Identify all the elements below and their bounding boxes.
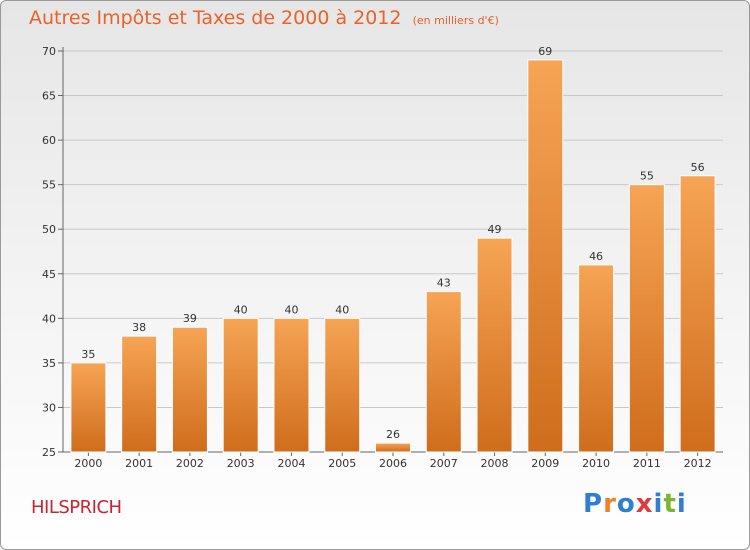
- commune-name: HILSPRICH: [31, 497, 122, 518]
- labels: 25 30 35 40 45 50 55 60 65 70 35 2000 38 2001 39 2002 40…: [42, 45, 712, 470]
- bar-2005: [324, 317, 361, 453]
- value-label-2011: 55: [640, 170, 654, 183]
- bar-2011: [628, 184, 665, 453]
- bar-2008: [476, 237, 513, 453]
- x-tick-label-2007: 2007: [430, 457, 458, 470]
- bar-2001: [121, 335, 158, 453]
- y-tick-label: 40: [42, 312, 56, 325]
- y-tick-label: 30: [42, 401, 56, 414]
- logo-letter: r: [603, 489, 617, 519]
- y-tick-label: 25: [42, 446, 56, 459]
- value-label-2012: 56: [691, 161, 705, 174]
- x-tick-label-2006: 2006: [379, 457, 407, 470]
- bar-2010: [578, 264, 615, 453]
- y-tick-label: 70: [42, 45, 56, 58]
- bar-2002: [171, 326, 208, 453]
- x-tick-label-2004: 2004: [277, 457, 305, 470]
- x-tick-label-2003: 2003: [227, 457, 255, 470]
- value-label-2008: 49: [488, 223, 502, 236]
- value-label-2003: 40: [234, 303, 248, 316]
- chart-title: Autres Impôts et Taxes de 2000 à 2012: [29, 7, 402, 29]
- bar-2000: [70, 362, 107, 453]
- y-tick-label: 55: [42, 179, 56, 192]
- bar-2009: [527, 59, 564, 453]
- value-label-2004: 40: [284, 303, 298, 316]
- value-label-2005: 40: [335, 303, 349, 316]
- x-tick-label-2009: 2009: [531, 457, 559, 470]
- x-tick-label-2011: 2011: [633, 457, 661, 470]
- x-tick-label-2005: 2005: [328, 457, 356, 470]
- value-label-2000: 35: [81, 348, 95, 361]
- logo-letter: i: [676, 489, 687, 519]
- y-tick-label: 60: [42, 134, 56, 147]
- x-tick-label-2001: 2001: [125, 457, 153, 470]
- logo-letter: P: [583, 489, 604, 519]
- y-tick-label: 50: [42, 223, 56, 236]
- y-tick-label: 35: [42, 357, 56, 370]
- x-tick-label-2012: 2012: [684, 457, 712, 470]
- x-tick-label-2000: 2000: [74, 457, 102, 470]
- bars: [70, 59, 716, 453]
- value-label-2002: 39: [183, 312, 197, 325]
- logo-letter: o: [616, 489, 636, 519]
- bar-2003: [222, 317, 259, 453]
- logo-letter: i: [653, 489, 664, 519]
- x-tick-label-2010: 2010: [582, 457, 610, 470]
- bar-2004: [273, 317, 310, 453]
- value-label-2009: 69: [538, 45, 552, 58]
- x-tick-label-2008: 2008: [481, 457, 509, 470]
- x-tick-label-2002: 2002: [176, 457, 204, 470]
- logo-letter: x: [635, 489, 654, 519]
- value-label-2001: 38: [132, 321, 146, 334]
- axes: [58, 47, 723, 456]
- logo-letter: t: [663, 489, 677, 519]
- y-tick-label: 65: [42, 90, 56, 103]
- value-label-2010: 46: [589, 250, 603, 263]
- chart-title-row: Autres Impôts et Taxes de 2000 à 2012 (e…: [29, 7, 499, 29]
- bar-2012: [679, 175, 716, 453]
- proxiti-logo: Proxiti: [583, 489, 687, 519]
- value-label-2007: 43: [437, 277, 451, 290]
- value-label-2006: 26: [386, 428, 400, 441]
- bar-2007: [425, 291, 462, 453]
- y-tick-label: 45: [42, 268, 56, 281]
- chart-subtitle: (en milliers d'€): [412, 14, 499, 27]
- bar-2006: [375, 442, 411, 453]
- grid-lines: [63, 50, 723, 408]
